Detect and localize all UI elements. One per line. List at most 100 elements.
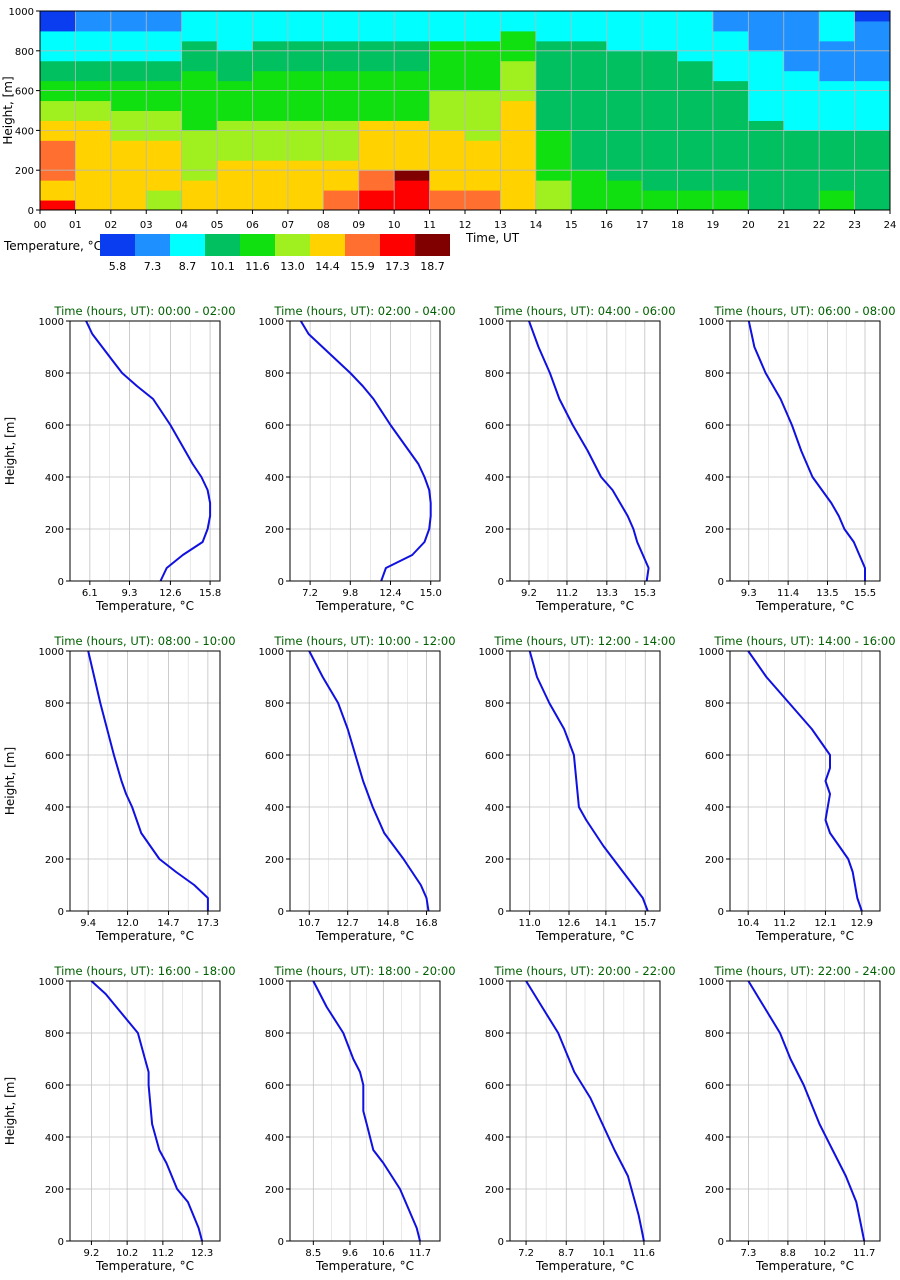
x-tick-label: 11.2 (152, 1248, 174, 1259)
heatmap-cell (110, 30, 147, 62)
colorbar-tick-label: 14.4 (315, 260, 340, 273)
heatmap-cell (181, 40, 218, 72)
heatmap-cell (75, 170, 112, 191)
panel-frame (729, 320, 881, 582)
x-tick-label: 12.7 (337, 918, 359, 929)
colorbar-tick-label: 10.1 (210, 260, 235, 273)
x-tick-label: 11.7 (409, 1248, 431, 1259)
profile-panel: Time (hours, UT): 06:00 - 08:00 0 200 400 60… (699, 304, 896, 613)
y-tick-label: 400 (705, 803, 724, 814)
heatmap-cell (854, 130, 891, 191)
heatmap-cell (500, 100, 537, 171)
heatmap-cell (748, 190, 785, 211)
heatmap-cell (40, 30, 76, 62)
heatmap-cell (287, 11, 324, 42)
y-tick-label: 400 (485, 473, 504, 484)
x-tick-label: 8.8 (780, 1248, 796, 1259)
heatmap-cell (642, 11, 678, 52)
panel-title: Time (hours, UT): 16:00 - 18:00 (53, 964, 235, 978)
x-tick-label: 12.3 (191, 1248, 213, 1259)
heatmap-y-axis-label: Height, [m] (1, 76, 15, 144)
heatmap-cell (217, 11, 253, 52)
y-tick-label: 0 (278, 577, 284, 588)
colorbar: Temperature, °C 5.8 7.3 8.7 10.1 11.6 13.0 14.4… (3, 234, 450, 273)
heatmap-cell (394, 11, 431, 42)
profile-panel: Time (hours, UT): 04:00 - 06:00 0 200 400 60… (479, 304, 676, 613)
colorbar-swatch (240, 234, 275, 256)
x-tick-label: 14.7 (157, 918, 179, 929)
heatmap-cell (394, 40, 431, 72)
y-tick-label: 200 (705, 525, 724, 536)
heatmap-cell (854, 20, 891, 42)
heatmap-cell (252, 120, 289, 161)
panel-x-axis-label: Temperature, °C (535, 929, 634, 943)
x-tick-label: 15.3 (634, 588, 656, 599)
heatmap-cell (181, 130, 218, 181)
heatmap-cell (819, 80, 856, 131)
y-tick-label: 1000 (259, 977, 284, 988)
temperature-profile-line (85, 320, 212, 582)
heatmap-cell (287, 40, 324, 72)
y-tick-label: 200 (485, 1185, 504, 1196)
x-tick-label: 10.6 (372, 1248, 394, 1259)
x-tick-label: 10 (388, 220, 401, 231)
heatmap-cell (181, 11, 218, 42)
y-tick-label: 600 (705, 751, 724, 762)
y-tick-label: 1000 (39, 977, 64, 988)
x-tick-label: 14 (529, 220, 542, 231)
x-tick-label: 04 (175, 220, 188, 231)
x-tick-label: 12.9 (851, 918, 873, 929)
y-tick-label: 200 (15, 166, 34, 177)
x-tick-label: 11.4 (777, 588, 799, 599)
temperature-profile-line (747, 650, 863, 912)
profile-panel: Time (hours, UT): 12:00 - 14:00 0 200 400 60… (479, 634, 676, 943)
x-tick-label: 15.5 (854, 588, 876, 599)
panel-title: Time (hours, UT): 08:00 - 10:00 (53, 634, 235, 648)
x-tick-label: 12 (459, 220, 472, 231)
x-tick-label: 12.1 (814, 918, 836, 929)
heatmap-cell (783, 190, 820, 211)
y-tick-label: 600 (45, 421, 64, 432)
heatmap-cell (358, 40, 395, 72)
panel-y-axis-label: Height, [m] (3, 747, 17, 815)
y-tick-label: 600 (15, 87, 34, 98)
x-tick-label: 12.4 (379, 588, 401, 599)
heatmap-cell (110, 140, 147, 191)
y-tick-label: 0 (718, 907, 724, 918)
colorbar-tick-label: 13.0 (280, 260, 305, 273)
x-tick-label: 00 (34, 220, 47, 231)
y-tick-label: 1000 (39, 317, 64, 328)
heatmap-cell (40, 60, 76, 82)
panel-title: Time (hours, UT): 18:00 - 20:00 (273, 964, 455, 978)
panel-title: Time (hours, UT): 20:00 - 22:00 (493, 964, 675, 978)
profile-panel: Time (hours, UT): 18:00 - 20:00 0 200 400 60… (259, 964, 456, 1273)
heatmap-cell (358, 70, 395, 121)
heatmap-cell (181, 90, 218, 131)
x-tick-label: 9.6 (342, 1248, 358, 1259)
heatmap-cell (394, 170, 431, 181)
y-tick-label: 600 (45, 1081, 64, 1092)
y-tick-label: 400 (265, 1133, 284, 1144)
heatmap-cell (712, 120, 749, 191)
heatmap-cell (429, 130, 466, 191)
panel-frame (69, 650, 221, 912)
heatmap-cell (110, 190, 147, 211)
y-tick-label: 200 (265, 855, 284, 866)
y-tick-label: 600 (485, 1081, 504, 1092)
heatmap-cell (748, 50, 785, 92)
x-tick-label: 10.4 (737, 918, 759, 929)
heatmap-cell (535, 40, 572, 72)
y-tick-label: 1000 (699, 317, 724, 328)
heatmap-cell (40, 200, 76, 211)
heatmap-cell (465, 190, 501, 211)
temperature-profile-line (525, 980, 645, 1242)
colorbar-swatch (415, 234, 450, 256)
y-tick-label: 600 (45, 751, 64, 762)
x-tick-label: 13.3 (596, 588, 618, 599)
y-tick-label: 200 (265, 525, 284, 536)
panel-frame (289, 320, 441, 582)
heatmap-cell (252, 11, 289, 42)
heatmap-cell (465, 40, 501, 92)
x-tick-label: 14.8 (377, 918, 399, 929)
x-tick-label: 24 (884, 220, 897, 231)
